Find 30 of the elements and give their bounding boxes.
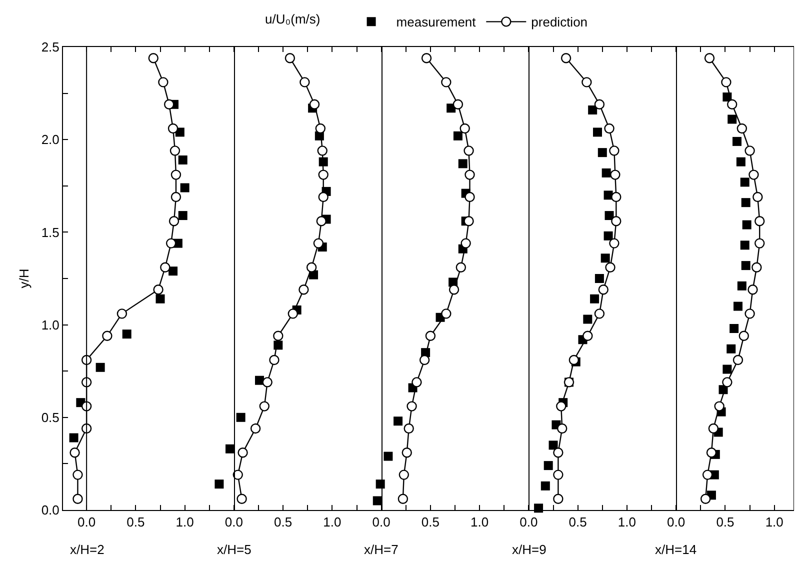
legend-title: u/U₀(m/s) <box>265 12 338 27</box>
legend-label: measurement <box>396 14 476 30</box>
x-axis-title: x/H=2 <box>70 542 104 557</box>
y-tick-label: 0.5 <box>41 410 60 425</box>
x-tick-label: 0.0 <box>667 514 686 530</box>
x-tick-label: 0.5 <box>716 514 734 530</box>
x-tick-label: 1.0 <box>765 514 784 530</box>
y-tick-label: 0.0 <box>41 502 60 518</box>
x-axis-title: x/H=7 <box>364 542 398 557</box>
x-tick-label: 0.5 <box>568 514 587 530</box>
x-tick-label: 0.5 <box>274 514 292 530</box>
y-tick-label: 2.5 <box>41 40 60 55</box>
x-tick-label: 0.0 <box>520 514 538 530</box>
x-tick-label: 0.5 <box>126 514 145 530</box>
x-tick-label: 1.0 <box>323 514 342 530</box>
y-tick-label: 2.0 <box>41 132 60 148</box>
y-tick-label: 1.5 <box>41 224 60 240</box>
x-axis-title: x/H=9 <box>512 542 546 557</box>
y-tick-label: 1.0 <box>41 317 60 332</box>
x-tick-label: 0.0 <box>372 514 390 530</box>
x-axis-title: x/H=14 <box>655 542 697 557</box>
x-tick-label: 0.0 <box>78 514 96 530</box>
x-tick-label: 1.0 <box>176 514 194 530</box>
y-axis-title: y/H <box>16 268 32 288</box>
x-tick-label: 0.0 <box>224 514 243 530</box>
x-axis-title: x/H=5 <box>217 542 252 557</box>
x-tick-label: 0.5 <box>421 514 440 530</box>
legend-label: prediction <box>531 14 588 30</box>
x-tick-label: 1.0 <box>618 514 636 530</box>
x-tick-label: 1.0 <box>470 514 489 530</box>
